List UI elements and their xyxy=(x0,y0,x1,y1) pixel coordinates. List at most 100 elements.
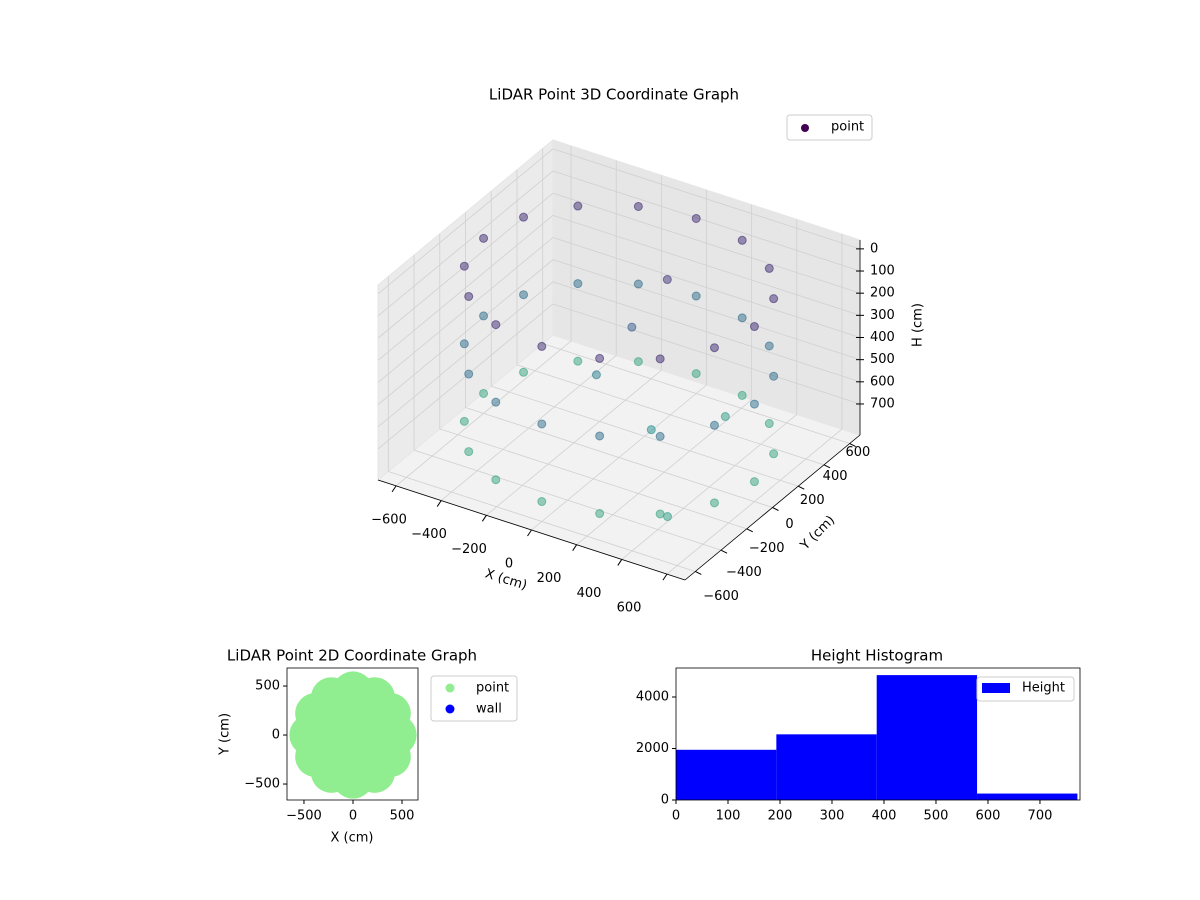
grid-line xyxy=(377,215,554,361)
point xyxy=(519,290,529,300)
point xyxy=(663,512,673,522)
plot-area xyxy=(289,671,417,799)
legend-marker xyxy=(801,124,809,132)
x-tick-label: −500 xyxy=(286,809,322,824)
x-tick xyxy=(617,559,623,566)
y-tick-label: 0 xyxy=(785,517,793,532)
z-tick-label: 700 xyxy=(870,396,895,411)
x-axis-label: X (cm) xyxy=(331,831,374,846)
point xyxy=(633,279,643,289)
point xyxy=(655,431,665,441)
point xyxy=(769,371,779,381)
x-tick-label: 600 xyxy=(617,601,642,616)
grid-line xyxy=(377,281,554,428)
point xyxy=(479,388,489,398)
x-tick-label: 100 xyxy=(716,809,741,824)
y-tick xyxy=(720,549,728,554)
point xyxy=(646,425,656,435)
x-tick-label: 400 xyxy=(577,586,602,601)
axis-line xyxy=(377,479,686,581)
grid-line xyxy=(377,259,554,405)
point xyxy=(595,353,605,363)
y-tick xyxy=(798,485,805,490)
point xyxy=(709,498,719,508)
axis-line xyxy=(684,434,861,581)
point xyxy=(595,509,605,519)
point xyxy=(627,322,637,332)
bar xyxy=(876,675,978,800)
grid-line xyxy=(552,148,861,250)
grid-line xyxy=(491,385,799,487)
point xyxy=(764,341,774,351)
y-tick-label: 500 xyxy=(255,679,280,694)
grid-line xyxy=(542,343,850,444)
point xyxy=(749,399,759,409)
grid-line xyxy=(413,449,722,551)
point xyxy=(591,370,601,380)
y-tick-label: 2000 xyxy=(636,741,669,756)
y-tick-label: −400 xyxy=(726,565,762,580)
legend-marker xyxy=(445,683,455,693)
point xyxy=(369,736,411,778)
point xyxy=(709,420,719,430)
point xyxy=(491,475,501,485)
x-tick-label: 0 xyxy=(349,809,357,824)
point xyxy=(464,291,474,301)
z-tick-label: 200 xyxy=(870,286,895,301)
point xyxy=(573,356,583,366)
x-tick-label: 200 xyxy=(768,809,793,824)
x-tick xyxy=(527,529,532,537)
y-tick-label: 600 xyxy=(845,445,870,460)
point xyxy=(459,339,469,349)
point xyxy=(691,291,701,301)
z-tick-label: 600 xyxy=(870,374,895,389)
x-tick-label: 0 xyxy=(672,809,680,824)
y-tick xyxy=(849,443,856,447)
bar xyxy=(776,734,877,800)
legend-label: Height xyxy=(1022,681,1065,696)
chart-title: Height Histogram xyxy=(811,647,943,665)
y-tick-label: 0 xyxy=(661,793,669,808)
grid-line xyxy=(552,237,861,338)
z-tick-label: 0 xyxy=(870,241,878,256)
z-tick-label: 300 xyxy=(870,308,895,323)
x-tick-label: −200 xyxy=(451,542,487,557)
x-tick-label: −400 xyxy=(411,527,447,542)
grid-line xyxy=(552,192,861,294)
x-tick-label: 200 xyxy=(537,571,562,586)
y-tick-label: 200 xyxy=(800,493,825,508)
point xyxy=(519,212,529,222)
x-tick xyxy=(391,485,397,493)
point xyxy=(519,367,529,377)
grid-line xyxy=(377,148,554,295)
point xyxy=(749,477,759,487)
point xyxy=(537,341,547,351)
z-axis-label: H (cm) xyxy=(911,303,926,347)
legend-box xyxy=(786,114,873,141)
point xyxy=(764,263,774,273)
y-tick xyxy=(823,464,831,469)
point xyxy=(573,279,583,289)
legend-label: point xyxy=(831,120,864,135)
point xyxy=(464,447,474,457)
x-tick xyxy=(662,573,668,581)
axes-frame xyxy=(675,667,1081,801)
grid-line xyxy=(552,214,861,316)
grid-line xyxy=(552,259,861,361)
chart-title: LiDAR Point 2D Coordinate Graph xyxy=(227,647,477,665)
grid-line xyxy=(377,237,554,383)
x-tick-label: −600 xyxy=(371,512,407,527)
grid-line xyxy=(439,428,747,530)
point xyxy=(662,275,672,285)
x-tick xyxy=(572,544,578,551)
grid-line xyxy=(552,303,861,405)
y-tick-label: 4000 xyxy=(636,689,669,704)
grid-line xyxy=(377,170,554,317)
point xyxy=(491,320,501,330)
y-tick-label: −500 xyxy=(244,777,280,792)
x-tick-label: 500 xyxy=(924,809,949,824)
grid-line xyxy=(516,364,825,466)
point xyxy=(691,369,701,379)
bar xyxy=(977,793,1078,800)
